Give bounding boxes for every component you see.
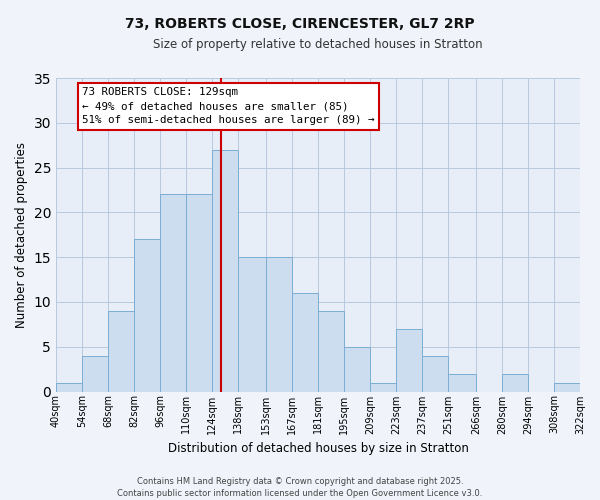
Bar [554, 382, 580, 392]
Text: Contains HM Land Registry data © Crown copyright and database right 2025.
Contai: Contains HM Land Registry data © Crown c… [118, 476, 482, 498]
Bar [318, 311, 344, 392]
Text: 73, ROBERTS CLOSE, CIRENCESTER, GL7 2RP: 73, ROBERTS CLOSE, CIRENCESTER, GL7 2RP [125, 18, 475, 32]
Bar [396, 329, 422, 392]
Bar [370, 382, 396, 392]
Bar [56, 382, 82, 392]
Y-axis label: Number of detached properties: Number of detached properties [15, 142, 28, 328]
Bar [82, 356, 108, 392]
Bar [266, 257, 292, 392]
X-axis label: Distribution of detached houses by size in Stratton: Distribution of detached houses by size … [167, 442, 469, 455]
Bar [108, 311, 134, 392]
Bar [292, 293, 318, 392]
Title: Size of property relative to detached houses in Stratton: Size of property relative to detached ho… [153, 38, 483, 51]
Bar [238, 257, 266, 392]
Bar [160, 194, 186, 392]
Text: 73 ROBERTS CLOSE: 129sqm
← 49% of detached houses are smaller (85)
51% of semi-d: 73 ROBERTS CLOSE: 129sqm ← 49% of detach… [82, 88, 375, 126]
Bar [344, 346, 370, 392]
Bar [422, 356, 448, 392]
Bar [502, 374, 528, 392]
Bar [448, 374, 476, 392]
Bar [134, 240, 160, 392]
Bar [186, 194, 212, 392]
Bar [212, 150, 238, 392]
